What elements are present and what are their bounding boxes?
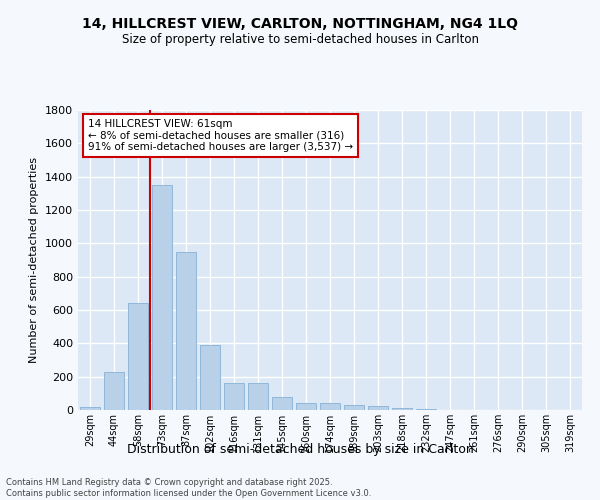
Bar — [296, 404, 316, 410]
Bar — [272, 396, 292, 410]
Bar — [104, 372, 124, 410]
Bar — [368, 406, 388, 410]
Bar — [224, 382, 244, 410]
Text: Size of property relative to semi-detached houses in Carlton: Size of property relative to semi-detach… — [121, 32, 479, 46]
Text: 14 HILLCREST VIEW: 61sqm
← 8% of semi-detached houses are smaller (316)
91% of s: 14 HILLCREST VIEW: 61sqm ← 8% of semi-de… — [88, 119, 353, 152]
Bar — [176, 252, 196, 410]
Bar — [128, 302, 148, 410]
Bar — [320, 402, 340, 410]
Text: Contains HM Land Registry data © Crown copyright and database right 2025.
Contai: Contains HM Land Registry data © Crown c… — [6, 478, 371, 498]
Y-axis label: Number of semi-detached properties: Number of semi-detached properties — [29, 157, 40, 363]
Bar — [152, 185, 172, 410]
Bar — [248, 382, 268, 410]
Bar — [80, 406, 100, 410]
Text: Distribution of semi-detached houses by size in Carlton: Distribution of semi-detached houses by … — [127, 442, 473, 456]
Text: 14, HILLCREST VIEW, CARLTON, NOTTINGHAM, NG4 1LQ: 14, HILLCREST VIEW, CARLTON, NOTTINGHAM,… — [82, 18, 518, 32]
Bar — [200, 345, 220, 410]
Bar — [344, 406, 364, 410]
Bar — [392, 408, 412, 410]
